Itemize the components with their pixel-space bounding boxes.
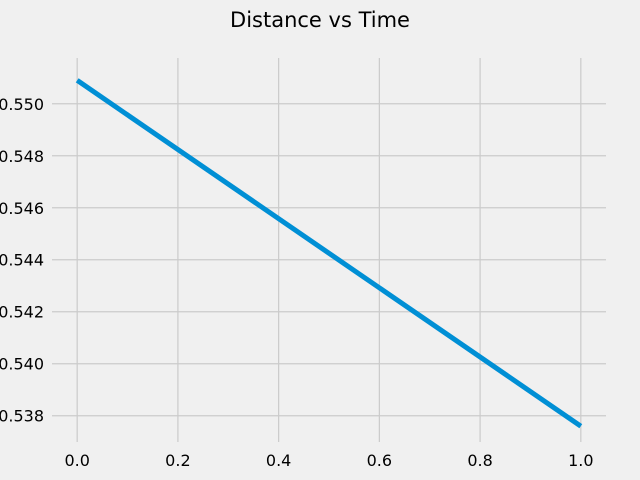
x-axis-ticks: 0.0 0.2 0.4 0.6 0.8 1.0 (64, 451, 593, 470)
y-tick-label: 0.538 (0, 407, 44, 426)
y-tick-label: 0.540 (0, 355, 44, 374)
y-tick-label: 0.550 (0, 95, 44, 114)
series-line (75, 78, 583, 429)
y-tick-label: 0.548 (0, 147, 44, 166)
y-tick-label: 0.542 (0, 303, 44, 322)
grid-lines (52, 58, 606, 442)
x-tick-label: 1.0 (568, 451, 593, 470)
series-group (75, 78, 583, 429)
x-tick-label: 0.4 (266, 451, 291, 470)
x-tick-label: 0.2 (165, 451, 190, 470)
x-tick-label: 0.0 (64, 451, 89, 470)
y-tick-label: 0.544 (0, 251, 44, 270)
y-tick-label: 0.546 (0, 199, 44, 218)
x-tick-label: 0.6 (367, 451, 392, 470)
x-tick-label: 0.8 (467, 451, 492, 470)
y-axis-ticks: 0.538 0.540 0.542 0.544 0.546 0.548 0.550 (0, 95, 44, 426)
chart-title: Distance vs Time (230, 8, 410, 32)
